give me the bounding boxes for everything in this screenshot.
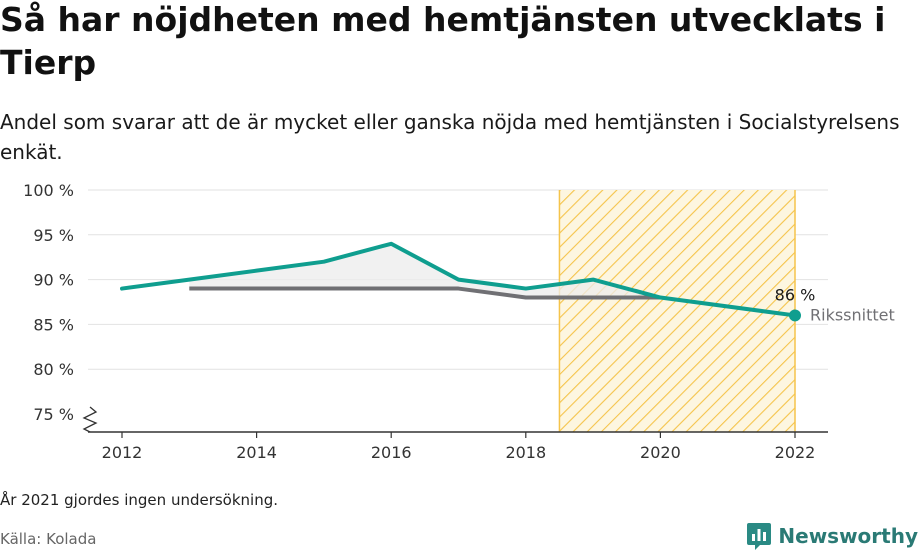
x-tick-label: 2014 (236, 443, 277, 462)
y-tick-label: 85 % (33, 315, 74, 334)
end-value-label: 86 % (775, 285, 816, 304)
line-chart: 75 % 80 % 85 % 90 % 95 % 100 % 2012 2014 2016 201… (23, 181, 895, 462)
y-tick-label: 80 % (33, 360, 74, 379)
y-tick-label: 95 % (33, 226, 74, 245)
difference-area (189, 243, 661, 298)
tierp-line (120, 241, 797, 318)
x-tick-label: 2012 (102, 443, 143, 462)
chart-subtitle: Andel som svarar att de är mycket eller … (0, 110, 900, 164)
newsworthy-icon (747, 523, 772, 550)
end-point-marker (789, 309, 801, 322)
x-tick-label: 2016 (371, 443, 412, 462)
x-tick-label: 2020 (640, 443, 681, 462)
x-tick-label: 2022 (775, 443, 816, 462)
y-tick-label: 75 % (33, 405, 74, 424)
footnote: År 2021 gjordes ingen undersökning. (0, 491, 279, 509)
chart-title: Så har nöjdheten med hemtjänsten utveckl… (0, 0, 886, 82)
axis-break-icon (82, 406, 98, 433)
brand-name: Newsworthy (778, 524, 918, 548)
y-tick-label: 90 % (33, 271, 74, 290)
x-tick-label: 2018 (505, 443, 546, 462)
y-tick-label: 100 % (23, 181, 74, 200)
source-text: Källa: Kolada (0, 530, 97, 548)
national-average-label: Rikssnittet (810, 305, 895, 324)
brand-logo: Newsworthy (746, 520, 918, 552)
national-average-line (189, 286, 661, 300)
